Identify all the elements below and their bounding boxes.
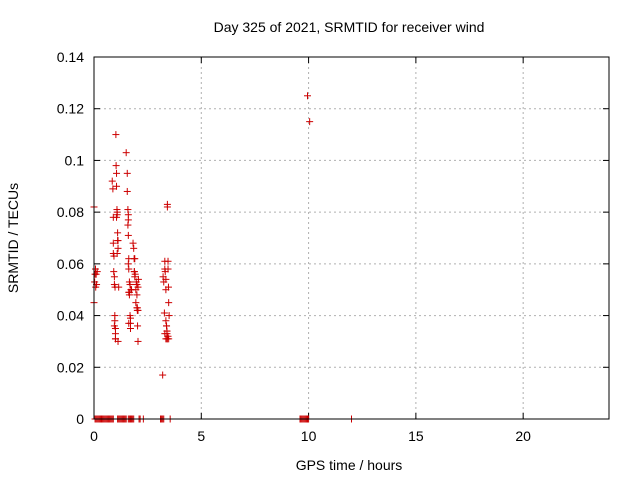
tick-labels: 0 5 10 15 20 0 0.02 0.04 0.06 0.08 0.1 0.12 0.14: [57, 49, 531, 444]
data-point: [124, 221, 132, 229]
data-point: [125, 291, 133, 299]
data-point: [134, 275, 142, 283]
data-point: [113, 250, 121, 258]
x-tick-label: 5: [197, 428, 205, 444]
data-point: [130, 244, 138, 252]
data-point: [131, 255, 139, 263]
data-point: [108, 177, 116, 185]
data-point: [165, 299, 173, 307]
y-tick-label: 0.06: [57, 256, 84, 272]
y-tick-label: 0.08: [57, 204, 84, 220]
data-point: [113, 169, 121, 177]
x-tick-label: 0: [90, 428, 98, 444]
x-tick-label: 15: [408, 428, 424, 444]
x-tick-label: 20: [515, 428, 531, 444]
data-point: [113, 213, 121, 221]
data-point: [113, 182, 121, 190]
data-point: [133, 291, 141, 299]
data-point: [304, 92, 312, 100]
data-point: [164, 283, 172, 291]
data-point: [123, 169, 131, 177]
data-point: [114, 229, 122, 237]
data-point: [126, 281, 134, 289]
data-point: [122, 149, 130, 157]
data-point: [110, 273, 118, 281]
data-point: [124, 211, 132, 219]
data-point: [134, 337, 142, 345]
data-point: [165, 335, 173, 343]
data-point: [164, 265, 172, 273]
data-point: [159, 371, 167, 379]
data-point: [162, 275, 170, 283]
data-point: [114, 337, 122, 345]
data-point: [114, 244, 122, 252]
data-point: [115, 283, 123, 291]
data-point: [164, 257, 172, 265]
data-point: [113, 208, 121, 216]
data-point: [125, 319, 133, 327]
y-tick-label: 0.1: [65, 152, 85, 168]
y-tick-label: 0: [76, 411, 84, 427]
data-point: [129, 239, 137, 247]
data-point: [112, 131, 120, 139]
data-point: [306, 118, 314, 126]
data-point: [160, 309, 168, 317]
data-point: [124, 231, 132, 239]
data-point: [109, 185, 117, 193]
y-tick-label: 0.14: [57, 49, 84, 65]
data-point: [130, 268, 138, 276]
axis-ticks: [93, 56, 609, 420]
plot-frame: [93, 56, 610, 420]
y-tick-label: 0.04: [57, 308, 84, 324]
data-point: [165, 312, 173, 320]
data-point: [134, 283, 142, 291]
y-tick-label: 0.02: [57, 359, 84, 375]
data-point: [109, 239, 117, 247]
chart-title: Day 325 of 2021, SRMTID for receiver win…: [214, 19, 485, 35]
data-point: [132, 299, 140, 307]
data-point: [114, 237, 122, 245]
x-tick-label: 10: [301, 428, 317, 444]
data-point: [126, 325, 134, 332]
data-point: [163, 327, 171, 335]
y-axis-label: SRMTID / TECUs: [5, 183, 21, 293]
data-point: [163, 200, 171, 208]
data-point: [110, 268, 118, 276]
data-points: [90, 92, 355, 423]
data-point: [134, 306, 142, 314]
data-point: [112, 162, 120, 170]
data-point: [111, 312, 119, 320]
data-point: [162, 317, 170, 325]
data-point: [124, 260, 132, 268]
grid-lines: [94, 57, 609, 419]
x-axis-label: GPS time / hours: [296, 457, 403, 473]
data-point: [126, 314, 134, 322]
data-point: [110, 322, 118, 330]
data-point: [134, 322, 142, 330]
data-point: [123, 187, 131, 195]
data-point: [93, 268, 101, 276]
y-tick-label: 0.12: [57, 101, 84, 117]
